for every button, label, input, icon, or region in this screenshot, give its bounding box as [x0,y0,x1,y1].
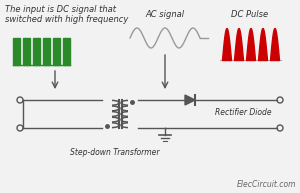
Bar [53,38,60,65]
Bar [43,38,50,65]
Text: DC Pulse: DC Pulse [231,10,268,19]
Bar [13,38,20,65]
Bar [63,38,70,65]
Polygon shape [185,95,195,105]
Bar [23,38,30,65]
Text: Step-down Transformer: Step-down Transformer [70,148,160,157]
Text: Rectifier Diode: Rectifier Diode [215,108,272,117]
Text: The input is DC signal that
switched with high frequency: The input is DC signal that switched wit… [5,5,128,24]
Bar [33,38,40,65]
Text: AC signal: AC signal [146,10,184,19]
Text: ElecCircuit.com: ElecCircuit.com [236,180,296,189]
